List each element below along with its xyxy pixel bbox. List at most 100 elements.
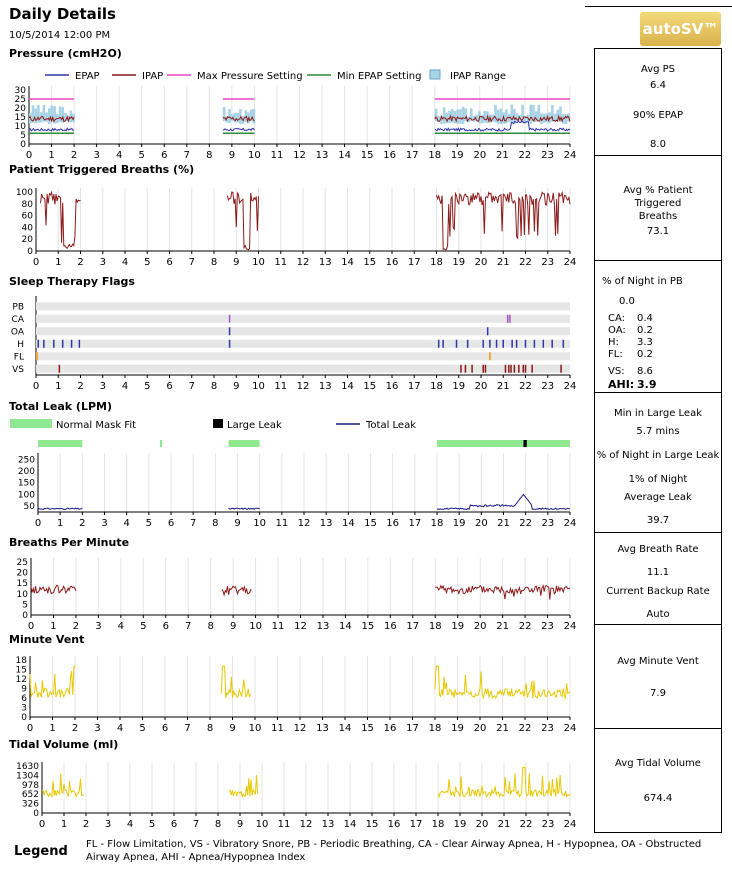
minvent-x-tick-label: 20 [474, 723, 487, 734]
triggered-y-tick-label: 60 [22, 212, 34, 222]
leak-title: Total Leak (LPM) [9, 400, 112, 413]
pressure-ipap-range-bar [553, 113, 557, 121]
flags-x-tick-label: 13 [319, 381, 332, 392]
avg-minute-vent-label: Avg Minute Vent [617, 656, 699, 667]
pb-label: % of Night in PB [602, 276, 683, 287]
leak-x-tick-label: 23 [541, 518, 554, 529]
triggered-title: Patient Triggered Breaths (%) [9, 163, 195, 176]
pressure-x-tick-label: 7 [184, 150, 190, 161]
flags-x-tick-label: 15 [363, 381, 376, 392]
minvent-x-tick-label: 21 [496, 723, 509, 734]
pressure-ipap-range-bar [551, 105, 554, 122]
tidal-y-tick-label: 0 [33, 809, 39, 819]
pressure-ipap-range-bar [239, 109, 242, 125]
pressure-x-tick-label: 1 [48, 150, 54, 161]
tidal-x-tick-label: 6 [171, 819, 177, 830]
leak-series-line [228, 507, 260, 510]
minvent-chart: 0 1 2 3 4 5 6 7 8 9 10 11 12 13 14 15 16 17 18 19 20 21 22 23 24… [16, 656, 576, 734]
bpm-x-tick-label: 7 [185, 621, 191, 632]
pressure-title: Pressure (cmH2O) [9, 47, 122, 60]
triggered-x-tick-label: 13 [319, 257, 332, 268]
pressure-ipap-range-bar [37, 104, 40, 123]
flags-x-tick-label: 8 [211, 381, 217, 392]
pressure-x-tick-label: 8 [206, 150, 212, 161]
bpm-series-line [435, 584, 571, 600]
bpm-x-tick-label: 8 [207, 621, 213, 632]
leak-series-line [436, 493, 571, 510]
leak-x-tick-label: 7 [190, 518, 196, 529]
triggered-x-tick-label: 3 [100, 257, 106, 268]
triggered-y-tick-label: 0 [27, 247, 33, 257]
leak-x-tick-label: 18 [431, 518, 444, 529]
flags-x-tick-label: 9 [233, 381, 239, 392]
leak-x-tick-label: 12 [298, 518, 311, 529]
triggered-y-tick-label: 100 [16, 188, 33, 198]
autosv-logo: autoSV™ [640, 12, 721, 46]
pressure-ipap-range-bar [521, 104, 524, 123]
flags-x-tick-label: 0 [33, 381, 39, 392]
pressure-ipap-range-bar [464, 108, 468, 122]
minvent-x-tick-label: 18 [429, 723, 442, 734]
pressure-legend-label: IPAP Range [450, 71, 506, 82]
flags-row-label: PB [12, 302, 24, 312]
triggered-x-tick-label: 22 [519, 257, 532, 268]
leak-series-line [37, 507, 83, 510]
pressure-y-tick-label: 10 [15, 122, 27, 132]
pressure-ipap-range-bar [564, 114, 568, 125]
pressure-x-tick-label: 24 [564, 150, 577, 161]
leak-x-tick-label: 13 [320, 518, 333, 529]
bpm-x-tick-label: 21 [496, 621, 509, 632]
flags-x-tick-label: 19 [452, 381, 465, 392]
pressure-ipap-range-bar [249, 109, 253, 122]
tidal-x-tick-label: 23 [542, 819, 555, 830]
large-leak-min-value: 5.7 mins [636, 426, 680, 437]
bpm-title: Breaths Per Minute [9, 536, 130, 549]
pressure-x-tick-label: 23 [541, 150, 554, 161]
leak-x-tick-label: 14 [342, 518, 355, 529]
pressure-x-tick-label: 22 [519, 150, 532, 161]
minvent-y-tick-label: 0 [21, 713, 27, 723]
bpm-y-tick-label: 20 [17, 569, 29, 579]
bpm-x-tick-label: 23 [541, 621, 554, 632]
tidal-x-tick-label: 21 [498, 819, 511, 830]
leak-x-tick-label: 2 [79, 518, 85, 529]
minvent-x-tick-label: 4 [117, 723, 123, 734]
legend-text: FL - Flow Limitation, VS - Vibratory Sno… [86, 839, 702, 863]
pressure-ipap-range-bar [532, 104, 535, 122]
tidal-x-tick-label: 19 [454, 819, 467, 830]
report-date: 10/5/2014 12:00 PM [9, 30, 111, 41]
tidal-x-tick-label: 7 [193, 819, 199, 830]
pressure-y-tick-label: 15 [15, 113, 26, 123]
flags-row-label: CA [12, 315, 25, 325]
bpm-x-tick-label: 18 [429, 621, 442, 632]
pressure-ipap-range-bar [252, 109, 256, 124]
triggered-x-tick-label: 7 [189, 257, 195, 268]
tidal-x-tick-label: 1 [61, 819, 67, 830]
pressure-ipap-range-bar [534, 111, 538, 123]
flags-x-tick-label: 1 [55, 381, 61, 392]
pressure-ipap-range-bar [510, 104, 514, 123]
triggered-x-tick-label: 6 [166, 257, 172, 268]
leak-x-tick-label: 3 [101, 518, 107, 529]
bpm-x-tick-label: 15 [362, 621, 375, 632]
flags-x-tick-label: 24 [564, 381, 577, 392]
bpm-y-tick-label: 10 [17, 590, 29, 600]
minvent-x-tick-label: 6 [162, 723, 168, 734]
bpm-x-tick-label: 17 [406, 621, 419, 632]
minvent-x-tick-label: 15 [361, 723, 374, 734]
bpm-x-tick-label: 5 [140, 621, 146, 632]
flags-x-tick-label: 23 [541, 381, 554, 392]
pressure-ipap-range-bar [434, 108, 438, 122]
flags-x-tick-label: 22 [519, 381, 532, 392]
minvent-y-tick-label: 15 [16, 666, 27, 676]
minvent-x-tick-label: 7 [184, 723, 190, 734]
pressure-ipap-range-bar [31, 105, 35, 123]
pressure-x-tick-label: 4 [116, 150, 122, 161]
tidal-title: Tidal Volume (ml) [9, 738, 119, 751]
leak-y-tick-label: 250 [18, 455, 35, 465]
pressure-ipap-range-bar [230, 114, 234, 121]
bpm-x-tick-label: 16 [384, 621, 397, 632]
flags-x-tick-label: 16 [386, 381, 399, 392]
triggered-series-line [40, 190, 81, 250]
pressure-stats: Avg PS 6.4 90% EPAP 8.0 [594, 48, 722, 156]
